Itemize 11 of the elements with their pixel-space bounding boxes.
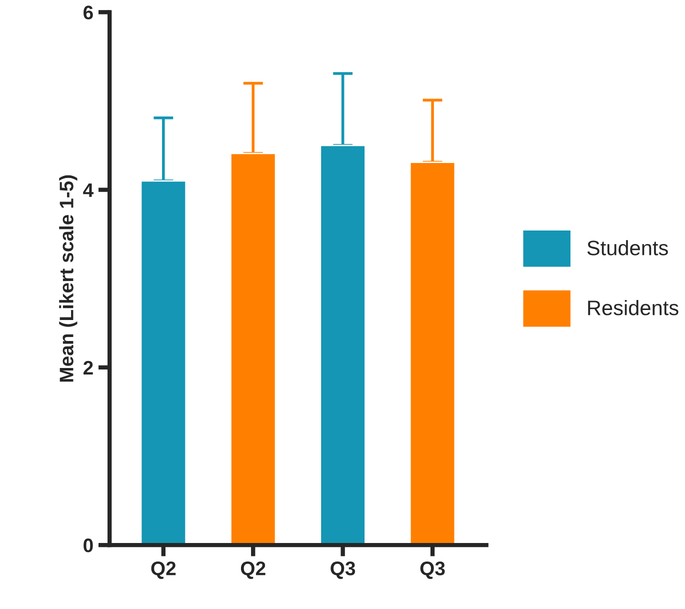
y-tick-label: 2 [83, 360, 93, 374]
y-tick-label: 4 [83, 183, 94, 197]
y-tick-label: 0 [84, 538, 93, 552]
x-tick-label: Q2 [151, 562, 176, 579]
y-tick-label: 6 [84, 6, 93, 20]
x-tick-label: Q2 [240, 562, 266, 579]
legend-label: Students [587, 240, 668, 256]
x-tick-label: Q3 [420, 562, 445, 579]
y-axis-title: Mean (Likert scale 1-5) [59, 175, 78, 382]
legend-label: Residents [588, 300, 678, 316]
x-tick-label: Q3 [330, 562, 356, 579]
